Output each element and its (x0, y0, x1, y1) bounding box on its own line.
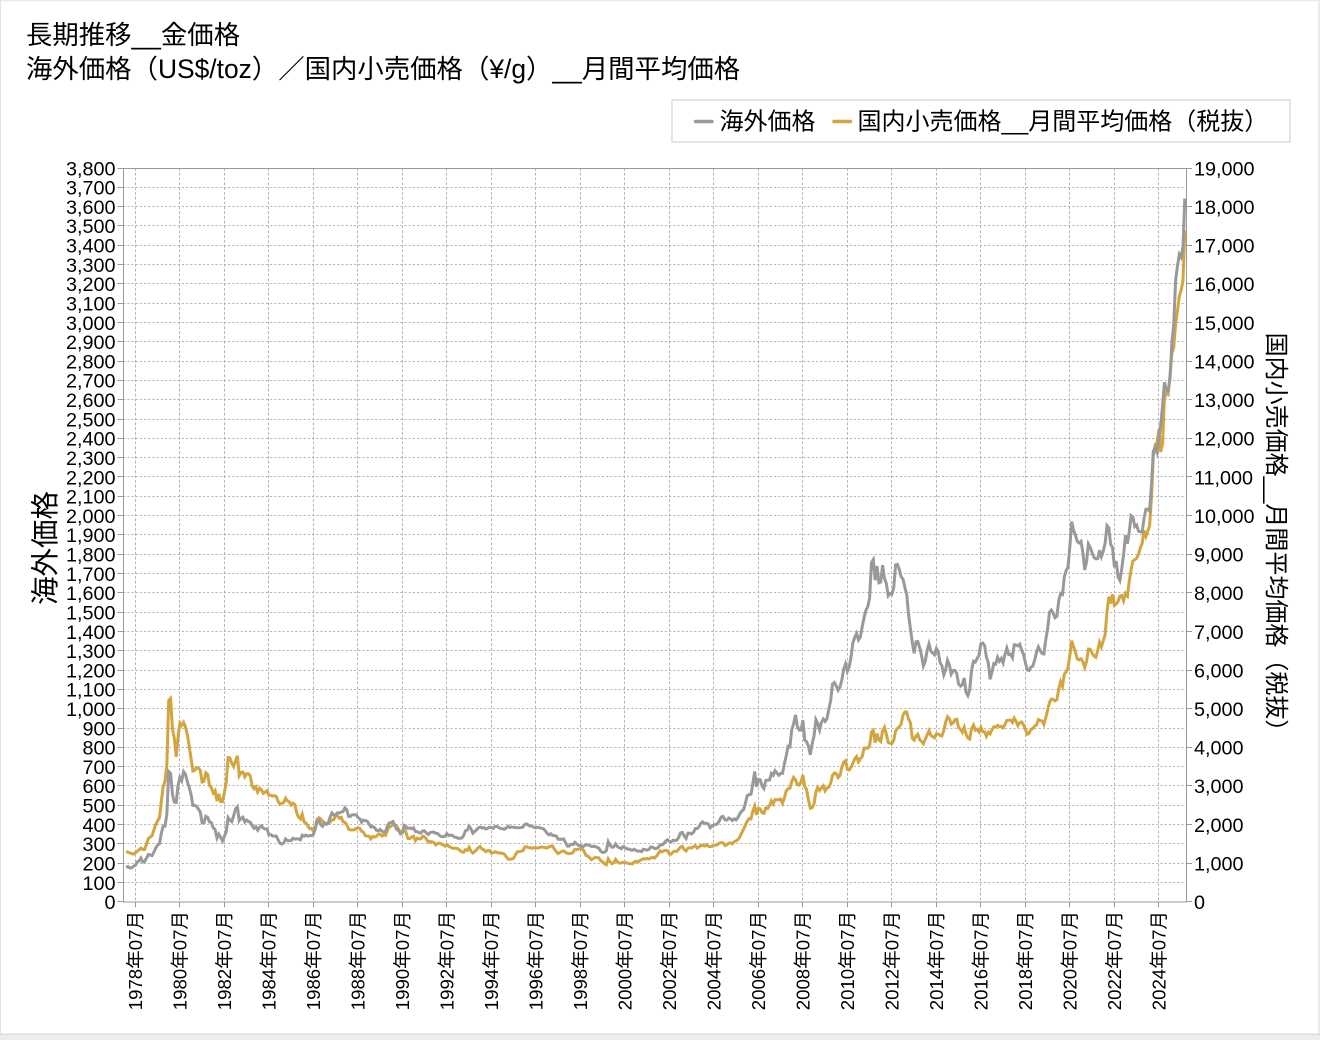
svg-text:2002年07月: 2002年07月 (659, 911, 680, 1010)
svg-text:300: 300 (82, 834, 115, 856)
svg-text:500: 500 (82, 796, 115, 818)
svg-text:1,000: 1,000 (66, 699, 116, 721)
svg-text:0: 0 (1194, 892, 1205, 914)
svg-text:4,000: 4,000 (1194, 738, 1244, 760)
svg-text:2,400: 2,400 (66, 429, 116, 451)
svg-text:1,200: 1,200 (66, 660, 116, 682)
svg-text:2,000: 2,000 (1194, 815, 1244, 837)
svg-text:8,000: 8,000 (1194, 583, 1244, 605)
svg-text:200: 200 (82, 854, 115, 876)
svg-text:2014年07月: 2014年07月 (926, 911, 947, 1010)
svg-text:1,700: 1,700 (66, 564, 116, 586)
svg-text:800: 800 (82, 738, 115, 760)
svg-text:2,600: 2,600 (66, 390, 116, 412)
svg-text:2022年07月: 2022年07月 (1104, 911, 1125, 1010)
svg-text:1980年07月: 1980年07月 (170, 911, 191, 1010)
svg-text:400: 400 (82, 815, 115, 837)
svg-text:1990年07月: 1990年07月 (392, 911, 413, 1010)
svg-text:3,700: 3,700 (66, 178, 116, 200)
svg-text:0: 0 (104, 892, 115, 914)
svg-text:2018年07月: 2018年07月 (1015, 911, 1036, 1010)
svg-text:国内小売価格__月間平均価格（税抜）: 国内小売価格__月間平均価格（税抜） (858, 109, 1269, 136)
svg-text:長期推移__金価格: 長期推移__金価格 (26, 20, 240, 50)
svg-text:3,400: 3,400 (66, 236, 116, 258)
svg-text:7,000: 7,000 (1194, 622, 1244, 644)
svg-text:1,500: 1,500 (66, 602, 116, 624)
svg-text:2012年07月: 2012年07月 (882, 911, 903, 1010)
svg-text:3,600: 3,600 (66, 197, 116, 219)
svg-text:1,800: 1,800 (66, 545, 116, 567)
svg-text:1988年07月: 1988年07月 (348, 911, 369, 1010)
svg-text:19,000: 19,000 (1194, 158, 1255, 180)
svg-text:2,700: 2,700 (66, 371, 116, 393)
svg-text:2,200: 2,200 (66, 467, 116, 489)
svg-text:3,300: 3,300 (66, 255, 116, 277)
svg-text:3,000: 3,000 (1194, 776, 1244, 798)
svg-text:1,000: 1,000 (1194, 854, 1244, 876)
svg-text:2020年07月: 2020年07月 (1060, 911, 1081, 1010)
svg-text:1984年07月: 1984年07月 (259, 911, 280, 1010)
svg-text:3,800: 3,800 (66, 158, 116, 180)
svg-text:12,000: 12,000 (1194, 429, 1255, 451)
svg-text:2000年07月: 2000年07月 (615, 911, 636, 1010)
svg-text:1,900: 1,900 (66, 525, 116, 547)
svg-text:1978年07月: 1978年07月 (125, 911, 146, 1010)
svg-text:6,000: 6,000 (1194, 660, 1244, 682)
svg-text:海外価格（US$/toz）／国内小売価格（¥/g）__月間平: 海外価格（US$/toz）／国内小売価格（¥/g）__月間平均価格 (26, 54, 740, 84)
svg-text:1,600: 1,600 (66, 583, 116, 605)
svg-text:3,200: 3,200 (66, 274, 116, 296)
svg-text:1996年07月: 1996年07月 (526, 911, 547, 1010)
svg-text:2,100: 2,100 (66, 487, 116, 509)
svg-text:1998年07月: 1998年07月 (570, 911, 591, 1010)
svg-text:2,300: 2,300 (66, 448, 116, 470)
svg-text:2010年07月: 2010年07月 (837, 911, 858, 1010)
svg-text:2,500: 2,500 (66, 409, 116, 431)
svg-text:2004年07月: 2004年07月 (704, 911, 725, 1010)
svg-text:900: 900 (82, 718, 115, 740)
svg-text:海外価格: 海外価格 (30, 491, 62, 605)
svg-text:2006年07月: 2006年07月 (748, 911, 769, 1010)
svg-text:1982年07月: 1982年07月 (214, 911, 235, 1010)
svg-text:1994年07月: 1994年07月 (481, 911, 502, 1010)
svg-text:3,000: 3,000 (66, 313, 116, 335)
svg-text:11,000: 11,000 (1194, 467, 1253, 489)
svg-text:15,000: 15,000 (1194, 313, 1255, 335)
svg-text:700: 700 (82, 757, 115, 779)
svg-text:2008年07月: 2008年07月 (793, 911, 814, 1010)
svg-text:16,000: 16,000 (1194, 274, 1255, 296)
svg-text:1,400: 1,400 (66, 622, 116, 644)
svg-text:1992年07月: 1992年07月 (437, 911, 458, 1010)
svg-text:18,000: 18,000 (1194, 197, 1255, 219)
svg-text:3,500: 3,500 (66, 216, 116, 238)
svg-text:2024年07月: 2024年07月 (1149, 911, 1170, 1010)
svg-text:2,800: 2,800 (66, 351, 116, 373)
svg-text:100: 100 (82, 873, 115, 895)
svg-text:海外価格: 海外価格 (720, 109, 816, 136)
svg-text:17,000: 17,000 (1194, 236, 1255, 258)
svg-text:5,000: 5,000 (1194, 699, 1244, 721)
svg-text:10,000: 10,000 (1194, 506, 1255, 528)
svg-text:600: 600 (82, 776, 115, 798)
svg-text:2,900: 2,900 (66, 332, 116, 354)
svg-text:1986年07月: 1986年07月 (303, 911, 324, 1010)
svg-text:1,100: 1,100 (66, 680, 116, 702)
svg-text:2016年07月: 2016年07月 (971, 911, 992, 1010)
svg-text:9,000: 9,000 (1194, 545, 1244, 567)
svg-text:1,300: 1,300 (66, 641, 116, 663)
svg-text:14,000: 14,000 (1194, 351, 1255, 373)
svg-text:13,000: 13,000 (1194, 390, 1255, 412)
svg-text:3,100: 3,100 (66, 294, 116, 316)
svg-text:2,000: 2,000 (66, 506, 116, 528)
svg-text:国内小売価格__月間平均価格（税抜）: 国内小売価格__月間平均価格（税抜） (1262, 333, 1289, 744)
